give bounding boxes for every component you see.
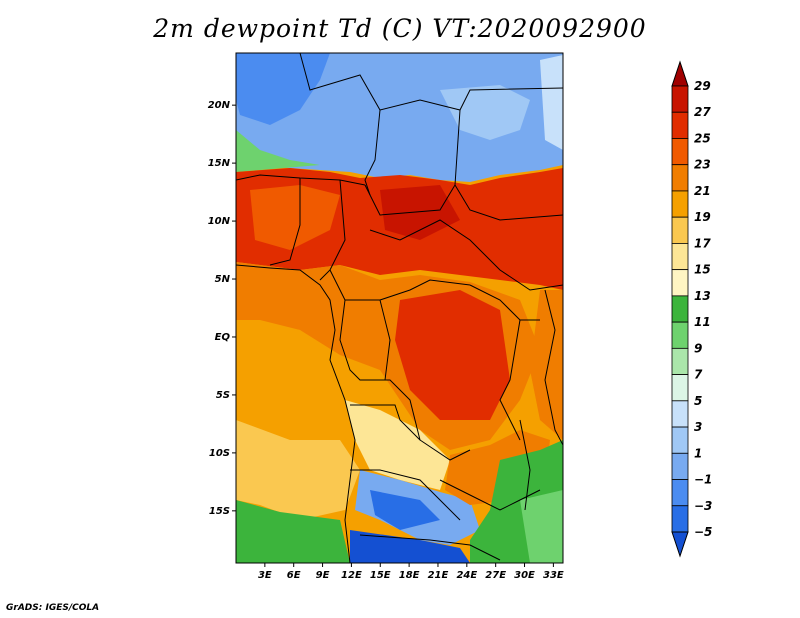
colorbar-label: 21 [694, 184, 711, 198]
colorbar-segment [671, 190, 689, 218]
colorbar-segment [671, 505, 689, 533]
colorbar-label: −3 [694, 499, 712, 513]
colorbar-segment [671, 216, 689, 244]
lat-tick-label: 10N [208, 216, 231, 227]
colorbar-label: 19 [694, 210, 711, 224]
colorbar-segment [671, 295, 689, 323]
colorbar-label: 29 [694, 79, 711, 93]
colorbar-label: 9 [694, 341, 702, 355]
dewpoint-field [236, 53, 563, 563]
colorbar-segment [671, 452, 689, 480]
lon-tick-label: 33E [543, 570, 564, 581]
colorbar-segment [671, 85, 689, 113]
colorbar-label: 25 [694, 131, 711, 145]
colorbar-segment [671, 111, 689, 139]
lat-tick-label: 5N [215, 274, 231, 285]
colorbar-label: 11 [694, 315, 711, 329]
lon-tick-label: 6E [287, 570, 301, 581]
lon-tick-label: 9E [316, 570, 330, 581]
lon-tick-label: 3E [258, 570, 272, 581]
lon-tick-label: 27E [485, 570, 506, 581]
colorbar: 29 27 25 23 21 19 17 15 13 11 9 7 5 3 1 −1 −3 −5 [671, 60, 712, 558]
lat-tick-label: 15N [208, 158, 231, 169]
lon-tick-label: 18E [399, 570, 420, 581]
lat-tick-label: 5S [216, 390, 230, 401]
lat-tick-label: 20N [208, 100, 231, 111]
colorbar-label: 27 [694, 105, 711, 119]
colorbar-segment [671, 374, 689, 402]
lon-tick-label: 24E [456, 570, 477, 581]
colorbar-label: 5 [694, 394, 702, 408]
latitude-axis: 20N 15N 10N 5N EQ 5S 10S 15S [208, 100, 236, 517]
colorbar-segment [671, 400, 689, 428]
longitude-axis: 3E 6E 9E 12E 15E 18E 21E 24E 27E 30E 33E [258, 563, 564, 581]
colorbar-label: 23 [694, 158, 711, 172]
colorbar-bottom-arrow [671, 531, 689, 558]
colorbar-label: 3 [694, 420, 702, 434]
map-title: 2m dewpoint Td (C) VT:2020092900 [153, 14, 647, 43]
colorbar-top-arrow [671, 60, 689, 87]
lon-tick-label: 21E [428, 570, 449, 581]
colorbar-label: 1 [694, 446, 702, 460]
footer-credit: GrADS: IGES/COLA [6, 603, 100, 613]
colorbar-segment [671, 321, 689, 349]
lat-tick-label: EQ [215, 332, 231, 343]
colorbar-segment [671, 479, 689, 507]
map-frame [235, 52, 564, 564]
colorbar-segment [671, 164, 689, 192]
colorbar-segment [671, 426, 689, 454]
colorbar-label: 15 [694, 263, 711, 277]
colorbar-segment [671, 269, 689, 297]
colorbar-label: 13 [694, 289, 711, 303]
lon-tick-label: 15E [370, 570, 391, 581]
colorbar-segment [671, 138, 689, 166]
colorbar-segment [671, 243, 689, 271]
lat-tick-label: 15S [209, 506, 230, 517]
colorbar-segment [671, 347, 689, 375]
colorbar-label: −5 [694, 525, 712, 539]
country-borders [236, 53, 563, 563]
lon-tick-label: 30E [514, 570, 535, 581]
lon-tick-label: 12E [341, 570, 362, 581]
colorbar-label: 17 [694, 236, 711, 250]
colorbar-label: 7 [694, 368, 703, 382]
lat-tick-label: 10S [209, 448, 230, 459]
colorbar-label: −1 [694, 473, 712, 487]
